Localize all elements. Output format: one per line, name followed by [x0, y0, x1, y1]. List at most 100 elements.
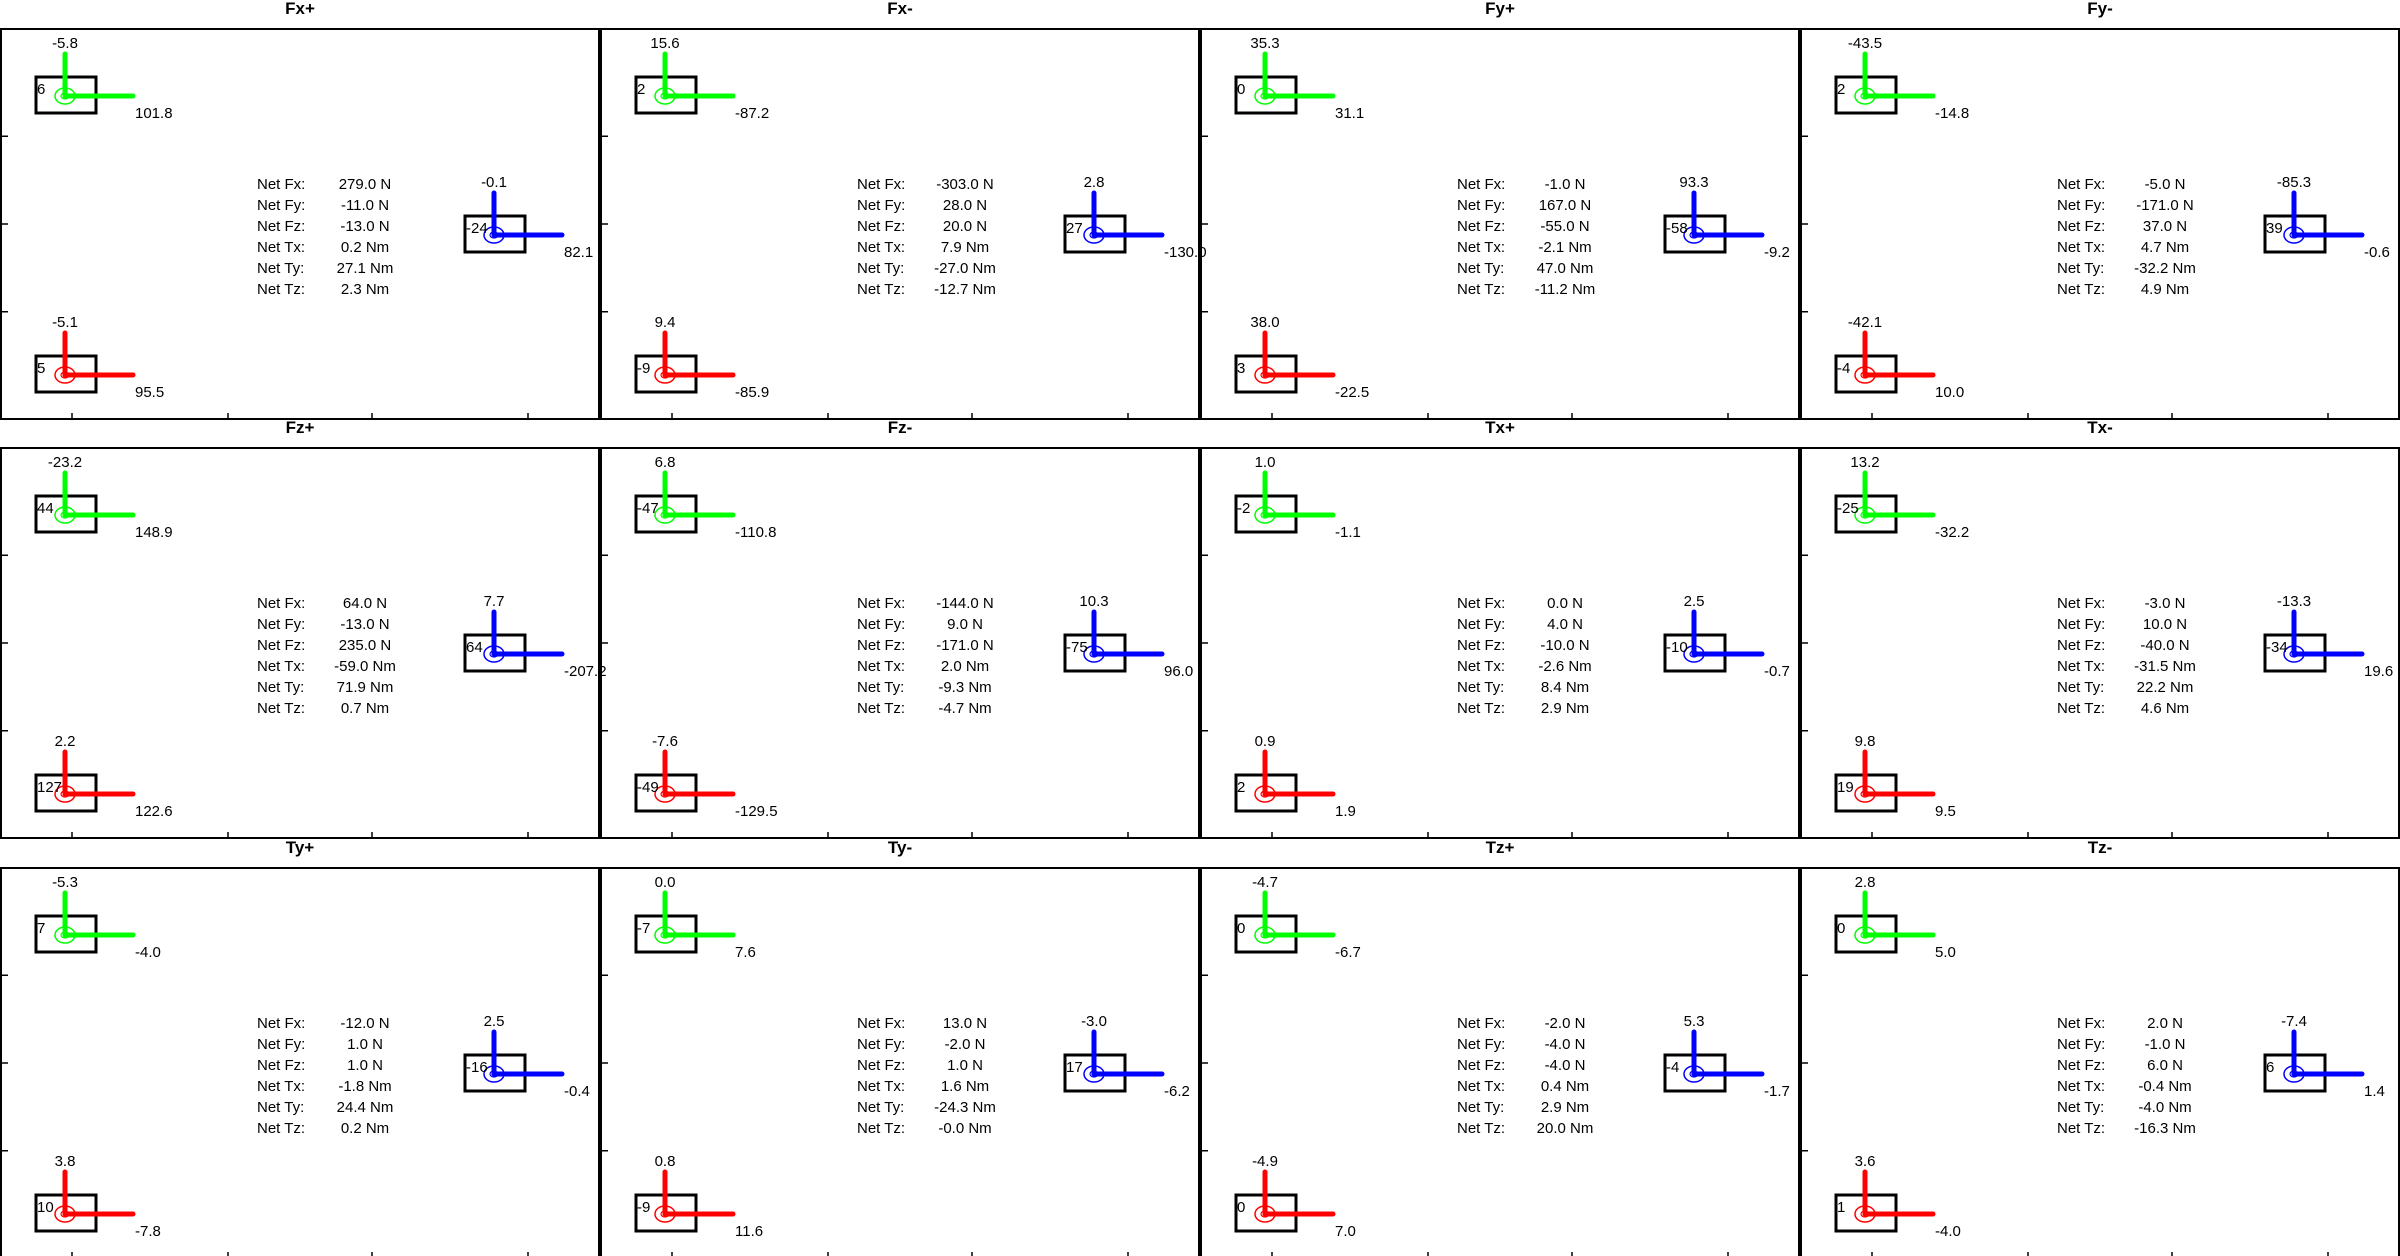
net-value: 2.9 Nm — [1541, 1099, 1589, 1116]
net-value: -32.2 Nm — [2134, 260, 2196, 277]
sensor-bottom-center-value: 10 — [37, 1199, 54, 1216]
net-value: -4.0 Nm — [2138, 1099, 2191, 1116]
net-value: -9.3 Nm — [938, 679, 991, 696]
sensor-top-up-value: 35.3 — [1250, 35, 1279, 52]
sensor-top-up-value: 0.0 — [655, 874, 676, 891]
sensor-right-center-value: -4 — [1666, 1059, 1679, 1076]
sensor-top-center-value: 0 — [1837, 920, 1845, 937]
net-label: Net Fy: — [257, 197, 305, 214]
sensor-top-up-value: 13.2 — [1850, 454, 1879, 471]
net-label: Net Fz: — [857, 218, 905, 235]
net-value: 0.0 N — [1547, 595, 1583, 612]
net-label: Net Ty: — [1457, 260, 1504, 277]
net-label: Net Ty: — [2057, 1099, 2104, 1116]
sensor-top-center-value: 0 — [1237, 81, 1245, 98]
net-value: -1.0 N — [2145, 1036, 2186, 1053]
panel-Tx-plus: Tx+ 1.0 -1.1 -2 2.5 -0.7 -10 0.9 1.9 2 Net Fx: 0.0 … — [1200, 418, 1800, 839]
net-label: Net Tz: — [257, 281, 305, 298]
sensor-bottom-up-value: 9.8 — [1855, 733, 1876, 750]
sensor-bottom-up-value: -5.1 — [52, 314, 78, 331]
net-value: -2.0 N — [1545, 1015, 1586, 1032]
sensor-bottom-right-value: 11.6 — [735, 1223, 763, 1240]
net-label: Net Tz: — [857, 700, 905, 717]
net-label: Net Ty: — [257, 679, 304, 696]
net-label: Net Tz: — [2057, 281, 2105, 298]
sensor-bottom-center-value: 127 — [37, 779, 62, 796]
net-label: Net Fx: — [857, 595, 905, 612]
sensor-right-up-value: 2.8 — [1084, 174, 1105, 191]
net-value: -2.6 Nm — [1538, 658, 1591, 675]
sensor-bottom-center-value: 2 — [1237, 779, 1245, 796]
net-value: -144.0 N — [936, 595, 994, 612]
panel-Ty-plus: Ty+ -5.3 -4.0 7 2.5 -0.4 -16 3.8 -7.8 10 Net Fx: -1… — [0, 838, 600, 1256]
sensor-top-up-value: -5.8 — [52, 35, 78, 52]
sensor-right-up-value: -0.1 — [481, 174, 507, 191]
sensor-right-center-value: -34 — [2266, 639, 2288, 656]
sensor-bottom-up-value: -42.1 — [1848, 314, 1882, 331]
net-label: Net Ty: — [1457, 679, 1504, 696]
sensor-bottom-center-value: -49 — [637, 779, 659, 796]
net-label: Net Fz: — [257, 1057, 305, 1074]
net-value: 28.0 N — [943, 197, 987, 214]
sensor-top-up-value: 15.6 — [650, 35, 679, 52]
panel-Ty-minus: Ty- 0.0 7.6 -7 -3.0 -6.2 17 0.8 11.6 -9 Net Fx: 13.… — [600, 838, 1200, 1256]
sensor-right-up-value: 10.3 — [1079, 593, 1108, 610]
panel-title: Tz+ — [1486, 838, 1515, 857]
net-value: -59.0 Nm — [334, 658, 396, 675]
sensor-top-right-value: -1.1 — [1335, 524, 1361, 541]
net-value: 64.0 N — [343, 595, 387, 612]
sensor-right-center-value: -16 — [466, 1059, 488, 1076]
sensor-top-right-value: 31.1 — [1335, 105, 1364, 122]
net-label: Net Fy: — [257, 616, 305, 633]
sensor-bottom-up-value: 3.6 — [1855, 1153, 1876, 1170]
net-value: -10.0 N — [1540, 637, 1589, 654]
sensor-bottom-center-value: -4 — [1837, 360, 1850, 377]
net-label: Net Tx: — [857, 1078, 905, 1095]
sensor-bottom-up-value: 38.0 — [1250, 314, 1279, 331]
net-value: 20.0 N — [943, 218, 987, 235]
net-label: Net Tz: — [857, 1120, 905, 1137]
panel-Fy-minus: Fy- -43.5 -14.8 2 -85.3 -0.6 39 -42.1 10.0 -4 Net … — [1800, 0, 2400, 420]
sensor-top-center-value: -2 — [1237, 500, 1250, 517]
net-value: 24.4 Nm — [337, 1099, 394, 1116]
net-label: Net Ty: — [2057, 260, 2104, 277]
sensor-right-right-value: -0.4 — [564, 1083, 590, 1100]
net-label: Net Ty: — [2057, 679, 2104, 696]
sensor-right-up-value: -13.3 — [2277, 593, 2311, 610]
net-label: Net Tx: — [857, 239, 905, 256]
sensor-top-center-value: 2 — [1837, 81, 1845, 98]
net-label: Net Fx: — [1457, 176, 1505, 193]
sensor-bottom-right-value: -7.8 — [135, 1223, 161, 1240]
net-label: Net Tx: — [2057, 239, 2105, 256]
net-value: -4.0 N — [1545, 1057, 1586, 1074]
sensor-bottom-right-value: 7.0 — [1335, 1223, 1356, 1240]
sensor-bottom-center-value: 5 — [37, 360, 45, 377]
net-value: -13.0 N — [340, 218, 389, 235]
net-value: 4.6 Nm — [2141, 700, 2189, 717]
sensor-top-center-value: 0 — [1237, 920, 1245, 937]
sensor-right-right-value: -0.6 — [2364, 244, 2390, 261]
net-label: Net Ty: — [257, 260, 304, 277]
sensor-right-right-value: -9.2 — [1764, 244, 1790, 261]
net-label: Net Tx: — [1457, 1078, 1505, 1095]
sensor-right-up-value: 7.7 — [484, 593, 505, 610]
net-value: 27.1 Nm — [337, 260, 394, 277]
net-label: Net Fz: — [1457, 637, 1505, 654]
net-label: Net Fy: — [857, 1036, 905, 1053]
sensor-top-up-value: -23.2 — [48, 454, 82, 471]
net-label: Net Fz: — [2057, 637, 2105, 654]
net-value: 6.0 N — [2147, 1057, 2183, 1074]
sensor-right-center-value: -10 — [1666, 639, 1688, 656]
net-label: Net Fz: — [257, 218, 305, 235]
net-label: Net Tx: — [857, 658, 905, 675]
net-value: 9.0 N — [947, 616, 983, 633]
net-value: 0.7 Nm — [341, 700, 389, 717]
net-value: 13.0 N — [943, 1015, 987, 1032]
panel-Tx-minus: Tx- 13.2 -32.2 -25 -13.3 19.6 -34 9.8 9.5 19 Net F… — [1800, 418, 2400, 839]
net-value: -13.0 N — [340, 616, 389, 633]
net-label: Net Fz: — [1457, 218, 1505, 235]
sensor-right-center-value: 64 — [466, 639, 483, 656]
net-label: Net Tx: — [1457, 658, 1505, 675]
panel-title: Fx- — [887, 0, 913, 18]
